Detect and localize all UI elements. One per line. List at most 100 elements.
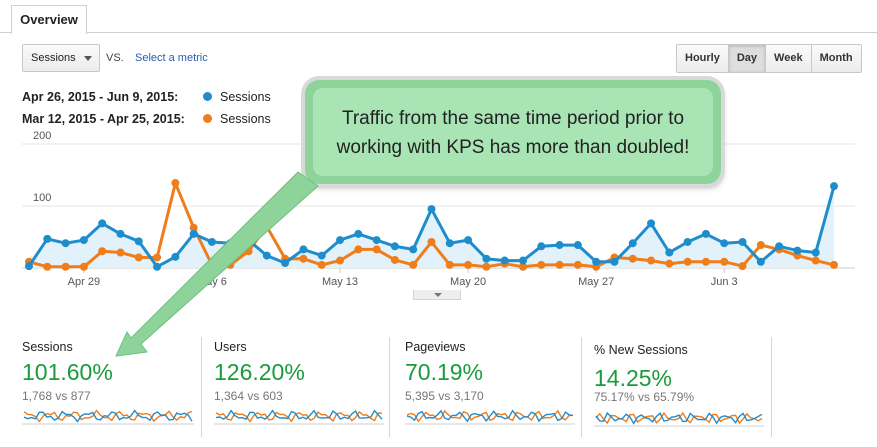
scorecard-label: Sessions xyxy=(22,340,73,354)
data-point xyxy=(811,256,820,265)
day-button[interactable]: Day xyxy=(727,45,766,72)
data-point xyxy=(665,259,674,268)
sparkline-series xyxy=(215,409,383,420)
scorecard-value: 70.19% xyxy=(405,359,484,385)
chevron-down-icon xyxy=(84,56,92,61)
data-point xyxy=(482,262,491,271)
scorecard-value: 14.25% xyxy=(594,365,673,391)
data-point xyxy=(207,237,216,246)
scorecard-users[interactable]: Users 126.20% 1,364 vs 603 xyxy=(214,337,390,437)
sparkline-series xyxy=(215,410,383,423)
tab-overview[interactable]: Overview xyxy=(11,5,87,34)
x-tick-label: Apr 29 xyxy=(68,276,100,288)
data-point xyxy=(336,256,345,265)
data-point xyxy=(409,260,418,269)
data-point xyxy=(482,254,491,263)
data-point xyxy=(79,236,88,245)
data-point xyxy=(830,260,838,269)
data-point xyxy=(336,236,345,245)
data-point xyxy=(226,260,235,269)
data-point xyxy=(628,254,637,263)
x-tick-label: May 13 xyxy=(322,276,358,288)
tab-bar: Overview xyxy=(0,0,877,34)
data-point xyxy=(171,252,180,261)
chart-collapse-handle[interactable] xyxy=(413,290,461,300)
week-button[interactable]: Week xyxy=(765,45,811,72)
data-point xyxy=(445,239,454,248)
sparkline xyxy=(594,411,764,427)
metric-dropdown[interactable]: Sessions xyxy=(22,44,100,72)
data-point xyxy=(738,237,747,246)
scorecard-value: 101.60% xyxy=(22,359,113,385)
scorecard-sessions[interactable]: Sessions 101.60% 1,768 vs 877 xyxy=(22,337,202,437)
data-point xyxy=(134,253,143,262)
legend-previous: Mar 12, 2015 - Apr 25, 2015: Sessions xyxy=(22,111,271,127)
data-point xyxy=(262,251,271,260)
sparkline xyxy=(214,409,384,425)
data-point xyxy=(61,239,70,248)
hourly-button[interactable]: Hourly xyxy=(677,45,728,72)
data-point xyxy=(43,262,52,271)
scorecard-value: 126.20% xyxy=(214,359,305,385)
callout-text: Traffic from the same time period prior … xyxy=(313,88,713,176)
data-point xyxy=(592,257,601,266)
data-point xyxy=(354,245,363,254)
data-point xyxy=(299,245,308,254)
data-point xyxy=(262,222,271,231)
data-point xyxy=(317,260,326,269)
data-point xyxy=(464,236,473,245)
scorecard-compare: 5,395 vs 3,170 xyxy=(405,389,484,403)
month-button[interactable]: Month xyxy=(810,45,861,72)
data-point xyxy=(189,229,198,238)
data-point xyxy=(25,262,33,271)
x-tick-label: May 27 xyxy=(578,276,614,288)
data-point xyxy=(317,251,326,260)
scorecard-label: Pageviews xyxy=(405,340,466,354)
data-point xyxy=(756,257,765,266)
scorecard-label: Users xyxy=(214,340,247,354)
data-point xyxy=(390,242,399,251)
legend-date-range: Apr 26, 2015 - Jun 9, 2015: xyxy=(22,90,179,104)
vs-label: VS. xyxy=(106,52,124,64)
data-point xyxy=(372,236,381,245)
y-tick-label: 200 xyxy=(33,130,51,142)
data-point xyxy=(43,234,52,243)
scorecard-pageviews[interactable]: Pageviews 70.19% 5,395 vs 3,170 xyxy=(405,337,582,437)
data-point xyxy=(226,239,235,248)
data-point xyxy=(775,242,784,251)
data-point xyxy=(244,247,253,256)
data-point xyxy=(683,237,692,246)
data-point xyxy=(98,247,107,256)
data-point xyxy=(573,241,582,250)
data-point xyxy=(427,205,436,214)
data-point xyxy=(701,229,710,238)
data-point xyxy=(116,229,125,238)
sparkline-series xyxy=(595,411,763,425)
select-metric-link[interactable]: Select a metric xyxy=(135,52,208,64)
data-point xyxy=(555,241,564,250)
data-point xyxy=(665,248,674,257)
data-point xyxy=(701,257,710,266)
data-point xyxy=(537,242,546,251)
scorecards: Sessions 101.60% 1,768 vs 877 Users 126.… xyxy=(0,337,877,447)
data-point xyxy=(738,262,747,271)
x-tick-label: May 20 xyxy=(450,276,486,288)
data-point xyxy=(445,260,454,269)
data-point xyxy=(555,260,564,269)
scorecard-compare: 1,768 vs 877 xyxy=(22,389,91,403)
sparkline xyxy=(405,409,575,425)
data-point xyxy=(171,179,180,188)
data-point xyxy=(244,236,253,245)
data-point xyxy=(409,245,418,254)
data-point xyxy=(793,246,802,255)
x-tick-label: Jun 3 xyxy=(711,276,738,288)
data-point xyxy=(720,257,729,266)
scorecard-compare: 75.17% vs 65.79% xyxy=(594,390,695,404)
data-point xyxy=(647,219,656,228)
data-point xyxy=(811,248,820,257)
scorecard-new-sessions[interactable]: % New Sessions 14.25% 75.17% vs 65.79% xyxy=(594,337,772,437)
data-point xyxy=(573,260,582,269)
scorecard-label: % New Sessions xyxy=(594,343,688,357)
data-point xyxy=(354,229,363,238)
data-point xyxy=(116,248,125,257)
